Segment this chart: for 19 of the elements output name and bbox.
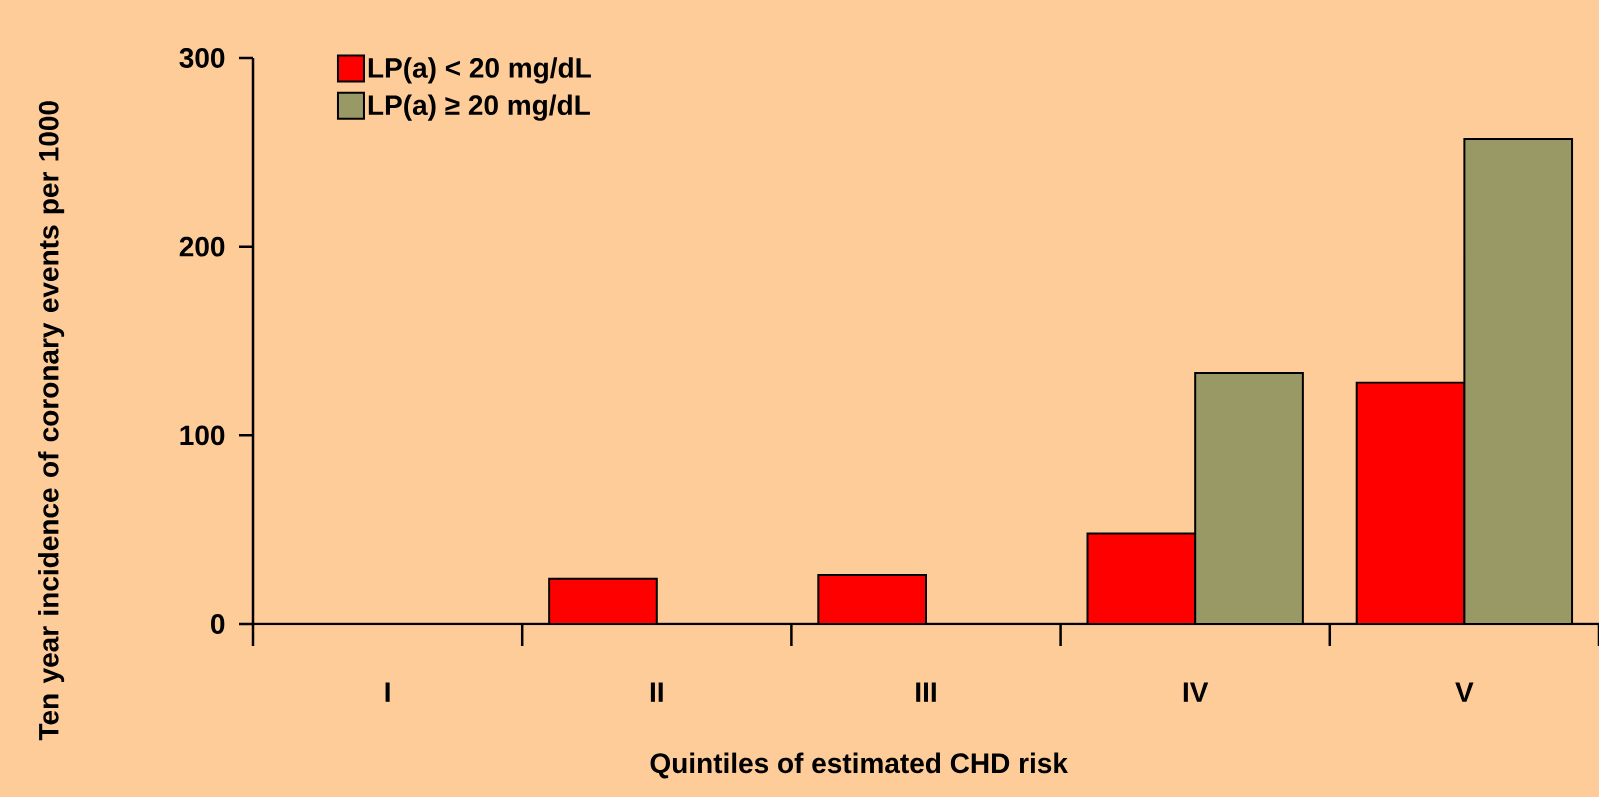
x-tick-label: III [916,682,936,702]
x-axis-title: Quintiles of estimated CHD risk [650,752,1068,779]
bar [1194,372,1304,624]
bar [1355,381,1466,624]
y-tick-label: 100 [180,425,225,446]
x-tick-label: IV [1183,682,1209,702]
y-tick-label: 200 [179,236,225,257]
y-tick-label: 300 [179,48,225,68]
legend-label: LP(a) ≥ 20 mg/dL [368,94,590,121]
x-tick-label: II [650,682,663,702]
bar [817,573,927,624]
bar [1463,138,1574,624]
x-tick-label: V [1455,682,1474,702]
y-tick-label: 0 [211,614,225,634]
bar [1086,532,1197,624]
bar [548,577,658,624]
x-tick-label: I [385,682,390,702]
y-axis-title: Ten year incidence of coronary events per 1000 [38,101,65,741]
legend-label: LP(a) < 20 mg/dL [368,57,591,84]
